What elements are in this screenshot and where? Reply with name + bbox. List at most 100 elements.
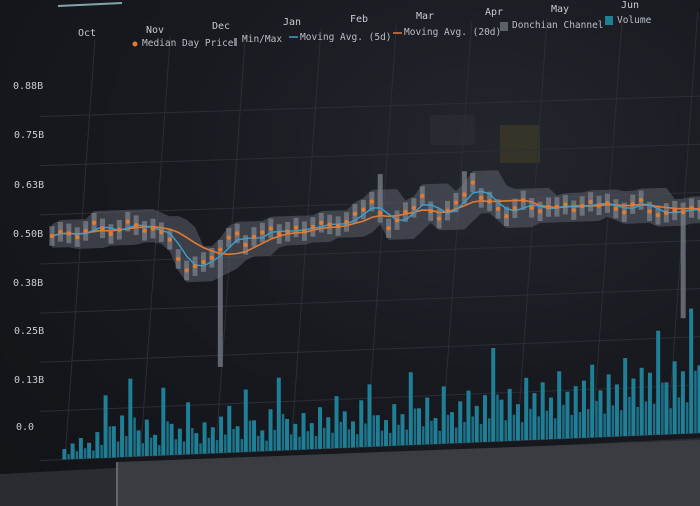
median-price-point	[647, 209, 652, 214]
navigator-selection[interactable]	[117, 440, 700, 506]
median-price-point	[453, 200, 459, 205]
volume-bar	[351, 421, 356, 448]
volume-bar	[557, 371, 562, 439]
median-price-point	[638, 197, 644, 203]
volume-bar	[553, 418, 557, 440]
median-price-point	[546, 204, 551, 210]
legend-minmax: Min/Max	[242, 34, 282, 45]
median-price-point	[226, 235, 231, 240]
month-label: Nov	[146, 25, 164, 36]
month-label: Oct	[78, 28, 96, 39]
volume-bar	[680, 371, 685, 434]
volume-bar	[689, 308, 694, 434]
volume-bar	[83, 448, 87, 459]
volume-bar	[194, 433, 199, 454]
y-axis-labels: 0.0 0.13B 0.25B 0.38B 0.50B 0.63B 0.75B …	[13, 81, 44, 433]
median-price-point	[512, 206, 518, 211]
grid-line-horizontal	[39, 143, 700, 167]
volume-bar	[697, 365, 700, 433]
volume-bar	[482, 395, 487, 442]
month-label: Apr	[485, 7, 503, 18]
volume-bar	[78, 437, 83, 459]
volume-bar	[144, 419, 149, 457]
volume-bar	[285, 418, 290, 451]
volume-bar	[578, 411, 582, 438]
volume-bar	[520, 422, 524, 441]
volume-bar	[628, 396, 631, 436]
volume-bar	[639, 367, 644, 436]
median-price-point	[630, 202, 635, 207]
volume-bar	[504, 420, 507, 442]
volume-bar	[268, 409, 273, 451]
median-price-point	[403, 209, 408, 215]
median-price-point	[184, 268, 189, 273]
volume-bar	[248, 420, 252, 452]
grid-line-horizontal	[39, 288, 700, 314]
month-label: Mar	[416, 11, 434, 22]
y-tick-label: 0.25B	[14, 326, 44, 337]
volume-bar	[326, 417, 331, 449]
volume-bar	[334, 396, 339, 449]
volume-bar	[672, 361, 677, 435]
grid-line-horizontal	[39, 240, 700, 265]
volume-bar	[116, 441, 120, 458]
median-price-point	[117, 227, 122, 232]
median-price-point	[302, 228, 307, 234]
legend-volume: Volume	[617, 15, 652, 26]
median-price-point	[125, 219, 130, 224]
volume-bar	[67, 454, 70, 460]
median-price-point	[680, 210, 686, 215]
volume-bar	[149, 437, 153, 456]
volume-bar	[614, 384, 619, 437]
volume-bar	[207, 437, 211, 454]
grid-line-vertical	[591, 14, 623, 438]
volume-bar	[202, 422, 207, 454]
volume-bar	[323, 427, 326, 449]
volume-bar	[466, 390, 471, 443]
volume-bar	[652, 403, 656, 435]
volume-bar	[166, 421, 169, 456]
volume-bar	[685, 402, 689, 434]
volume-bar	[446, 414, 450, 444]
volume-bar	[103, 395, 108, 458]
median-price-point	[588, 199, 593, 205]
median-legend-marker	[132, 41, 138, 47]
median-price-point	[310, 224, 316, 230]
median-price-point	[470, 180, 475, 185]
volume-bar	[487, 418, 491, 442]
volume-bar	[372, 415, 375, 447]
volume-bar	[479, 423, 483, 443]
volume-bar	[75, 451, 79, 459]
median-price-point	[352, 211, 358, 217]
volume-bar	[301, 413, 306, 450]
median-price-point	[436, 216, 442, 221]
volume-bar	[441, 386, 446, 444]
volume-bar	[606, 374, 611, 437]
range-navigator[interactable]	[0, 438, 700, 506]
median-price-point	[260, 230, 265, 235]
median-price-point	[150, 226, 156, 231]
grid-line-vertical	[441, 21, 473, 444]
volume-bar	[62, 449, 67, 460]
median-price-point	[664, 210, 669, 215]
volume-bar	[416, 408, 421, 445]
volume-bar	[474, 405, 479, 443]
volume-bar	[380, 430, 384, 447]
volume-bar	[463, 422, 466, 443]
volume-bar	[240, 439, 244, 453]
volume-bar	[540, 382, 545, 440]
volume-bar	[133, 417, 136, 457]
volume-bar	[136, 430, 141, 457]
volume-bar	[512, 414, 516, 441]
median-price-point	[159, 230, 164, 235]
volume-bar	[232, 429, 235, 453]
volume-bar	[367, 384, 372, 447]
volume-bar	[392, 404, 397, 446]
x-axis-month-labels: Oct Nov Dec Jan Feb Mar Apr May Jun	[78, 0, 639, 39]
median-price-point	[327, 222, 332, 227]
volume-bar	[298, 436, 301, 450]
volume-bar	[174, 439, 178, 455]
median-price-point	[428, 209, 433, 214]
min-max-bar	[461, 171, 467, 205]
grid-line-vertical	[64, 39, 96, 460]
